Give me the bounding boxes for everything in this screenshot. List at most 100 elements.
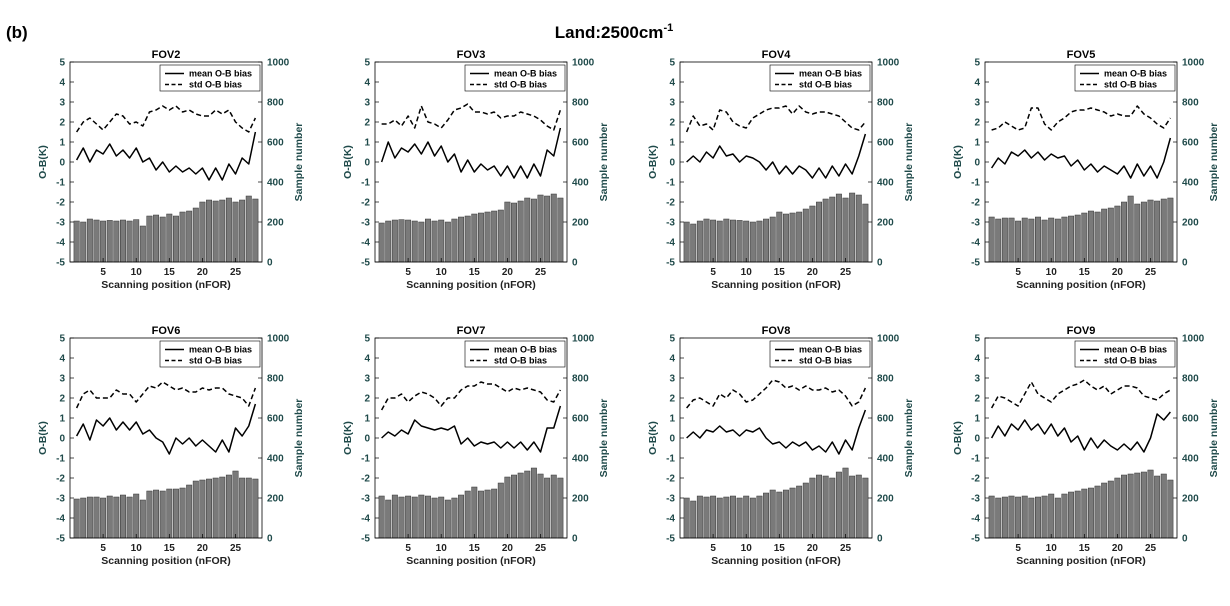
y2-axis-label: Sample number bbox=[903, 123, 915, 202]
std-bias-line bbox=[685, 105, 866, 133]
bar bbox=[192, 207, 199, 263]
y-tick-label: 1 bbox=[974, 414, 980, 425]
bar bbox=[789, 212, 796, 263]
y2-tick-label: 600 bbox=[572, 414, 589, 425]
y-axis-label: O-B(K) bbox=[647, 145, 659, 179]
x-tick-label: 20 bbox=[1112, 267, 1124, 278]
bar bbox=[829, 196, 836, 263]
y2-tick-label: 200 bbox=[877, 494, 894, 505]
legend-box bbox=[1074, 340, 1176, 368]
bar bbox=[862, 477, 869, 539]
y2-tick-label: 800 bbox=[572, 374, 589, 385]
y2-tick-label: 1000 bbox=[877, 58, 900, 69]
bar bbox=[855, 194, 862, 263]
bar bbox=[1107, 207, 1114, 263]
y-tick-label: -5 bbox=[361, 534, 370, 545]
bar bbox=[438, 219, 445, 263]
x-tick-label: 15 bbox=[469, 267, 481, 278]
bar bbox=[835, 471, 842, 539]
y2-tick-label: 1000 bbox=[267, 58, 290, 69]
y2-tick-label: 1000 bbox=[572, 58, 595, 69]
bar bbox=[537, 194, 544, 263]
y2-tick-label: 0 bbox=[267, 534, 273, 545]
x-tick-label: 10 bbox=[1046, 543, 1058, 554]
bar bbox=[80, 221, 87, 263]
bar bbox=[782, 489, 789, 539]
bar bbox=[710, 495, 717, 539]
bar bbox=[710, 219, 717, 263]
bar bbox=[511, 202, 518, 263]
bar bbox=[696, 220, 703, 263]
bar bbox=[458, 216, 465, 263]
bar bbox=[1147, 469, 1154, 539]
x-axis-label: Scanning position (nFOR) bbox=[711, 555, 841, 567]
figure-title: Land:2500cm-1 bbox=[555, 22, 673, 42]
y-tick-label: -5 bbox=[56, 258, 65, 269]
bar bbox=[537, 473, 544, 539]
y2-axis-label: Sample number bbox=[1208, 399, 1220, 478]
y-tick-label: 4 bbox=[59, 354, 65, 365]
bar bbox=[418, 494, 425, 539]
mean-bias-line bbox=[990, 411, 1171, 453]
bar bbox=[126, 220, 133, 263]
x-tick-label: 5 bbox=[100, 267, 106, 278]
x-tick-label: 5 bbox=[405, 267, 411, 278]
bar bbox=[186, 210, 193, 263]
bar bbox=[1008, 217, 1015, 263]
y-tick-label: -3 bbox=[361, 218, 370, 229]
bar bbox=[491, 210, 498, 263]
y2-tick-label: 800 bbox=[1182, 374, 1199, 385]
y2-tick-label: 1000 bbox=[572, 334, 595, 345]
bar bbox=[849, 475, 856, 539]
x-tick-label: 20 bbox=[502, 267, 514, 278]
y-tick-label: -2 bbox=[971, 474, 980, 485]
y-tick-label: 4 bbox=[974, 354, 980, 365]
bar bbox=[219, 476, 226, 539]
y-tick-label: -1 bbox=[361, 178, 370, 189]
y-axis-label: O-B(K) bbox=[342, 145, 354, 179]
bar bbox=[398, 496, 405, 539]
bar bbox=[1107, 480, 1114, 539]
bar bbox=[86, 218, 93, 263]
y2-tick-label: 600 bbox=[572, 138, 589, 149]
x-axis-label: Scanning position (nFOR) bbox=[711, 279, 841, 291]
y-tick-label: -4 bbox=[361, 238, 370, 249]
mean-bias-line bbox=[686, 133, 867, 179]
bar bbox=[212, 477, 219, 539]
bar bbox=[232, 201, 239, 263]
bar bbox=[1101, 482, 1108, 539]
x-tick-label: 25 bbox=[840, 267, 852, 278]
y-tick-label: 0 bbox=[59, 434, 65, 445]
bar bbox=[809, 205, 816, 263]
y-tick-label: 0 bbox=[364, 158, 370, 169]
chart-panel-fov5: -5 -4 -3 -2 -1 0 1 2 3 4 5 0 200 400 600 800 1000 5 10 15 20… bbox=[952, 49, 1220, 291]
bar bbox=[153, 214, 160, 263]
y-tick-label: -4 bbox=[56, 514, 65, 525]
y-tick-label: -1 bbox=[361, 454, 370, 465]
y2-axis-label: Sample number bbox=[903, 399, 915, 478]
y-tick-label: -3 bbox=[56, 218, 65, 229]
bar bbox=[988, 495, 995, 539]
y2-tick-label: 200 bbox=[267, 494, 284, 505]
y-tick-label: -2 bbox=[971, 198, 980, 209]
bar bbox=[816, 201, 823, 263]
y-tick-label: 5 bbox=[974, 334, 980, 345]
bar bbox=[822, 475, 829, 539]
bar bbox=[1074, 490, 1081, 539]
bar bbox=[73, 498, 80, 539]
y-tick-label: 3 bbox=[974, 98, 980, 109]
bar bbox=[199, 201, 206, 263]
y-tick-label: 3 bbox=[59, 98, 65, 109]
bar bbox=[411, 496, 418, 539]
y-tick-label: 1 bbox=[669, 414, 675, 425]
bar bbox=[796, 211, 803, 263]
y2-tick-label: 800 bbox=[877, 374, 894, 385]
bar bbox=[530, 198, 537, 263]
y-tick-label: 1 bbox=[364, 414, 370, 425]
bar bbox=[491, 488, 498, 539]
y-axis-label: O-B(K) bbox=[37, 145, 49, 179]
bar bbox=[1054, 218, 1061, 263]
bar bbox=[378, 222, 385, 263]
bar bbox=[497, 209, 504, 263]
